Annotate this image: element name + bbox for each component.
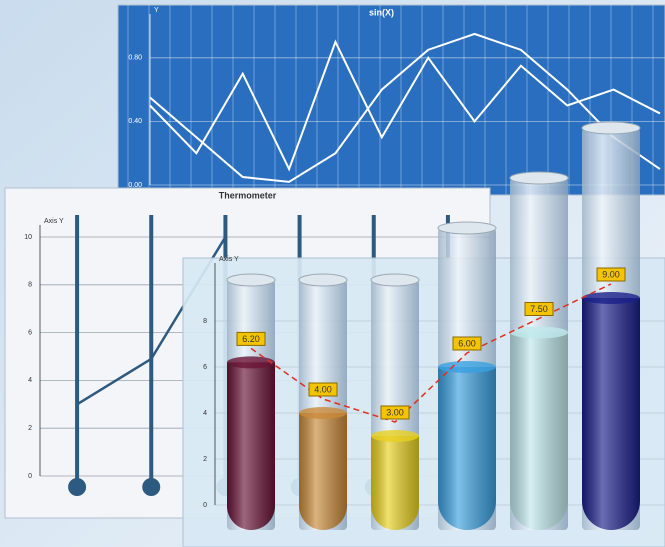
liquid-surface: [438, 361, 496, 373]
tube-rim: [581, 121, 641, 135]
value-label-box: [452, 336, 482, 351]
tube-rim: [509, 171, 569, 185]
line-series: [149, 32, 661, 183]
y-tick-label: 0.80: [128, 55, 142, 62]
value-label: 6.00: [458, 338, 476, 348]
liquid-shade: [438, 367, 496, 530]
y-tick-label: 10: [24, 234, 32, 241]
y-tick-label: 0.40: [128, 118, 142, 125]
y-tick-label: 2: [203, 456, 207, 463]
value-label: 7.50: [530, 304, 548, 314]
liquid-surface: [299, 407, 347, 419]
panel-background: [117, 4, 665, 196]
y-tick-label: 8: [28, 282, 32, 289]
y-axis-label: Y: [154, 7, 159, 14]
value-label-box: [308, 382, 338, 397]
y-tick-label: 0: [28, 473, 32, 480]
value-label: 4.00: [314, 384, 332, 394]
tube-rim: [370, 273, 420, 287]
value-label-box: [596, 267, 626, 282]
value-label: 9.00: [602, 269, 620, 279]
y-tick-label: 2: [28, 425, 32, 432]
value-label: 6.20: [242, 334, 260, 344]
tube-rim: [437, 221, 497, 235]
tube-rim: [226, 273, 276, 287]
line-series: [149, 39, 661, 172]
value-label-box: [524, 302, 554, 316]
y-axis-label: Axis Y: [44, 218, 64, 225]
liquid-surface: [371, 430, 419, 442]
liquid-shade: [227, 362, 275, 530]
liquid-shade: [510, 332, 568, 530]
y-tick-label: 4: [28, 377, 32, 384]
liquid-surface: [582, 292, 640, 304]
liquid-surface: [510, 326, 568, 339]
liquid-shade: [582, 298, 640, 530]
y-tick-label: 4: [203, 410, 207, 417]
liquid-shade: [371, 436, 419, 530]
chart-panel: 0.00 0.40 0.80 sin(X) Y: [117, 4, 665, 196]
y-tick-label: 6: [28, 329, 32, 336]
liquid-surface: [227, 356, 275, 369]
value-label-box: [380, 405, 410, 420]
y-axis-label: Axis Y: [219, 256, 239, 263]
chart-title: Thermometer: [219, 190, 277, 200]
y-tick-label: 0.00: [128, 182, 142, 189]
chart-title: sin(X): [369, 7, 394, 17]
y-tick-label: 8: [203, 318, 207, 325]
value-label: 3.00: [386, 407, 404, 417]
y-tick-label: 0: [203, 502, 207, 509]
thermometer-bulb: [142, 478, 161, 496]
thermometer-bulb: [68, 478, 87, 496]
chart-panel: 0 2 4 6 8 Axis Y 6.20 4.00 3.00 6.00 7.50 9.00: [182, 121, 665, 547]
value-label-box: [236, 331, 266, 346]
y-tick-label: 6: [203, 364, 207, 371]
tube-rim: [298, 273, 348, 287]
liquid-shade: [299, 413, 347, 530]
